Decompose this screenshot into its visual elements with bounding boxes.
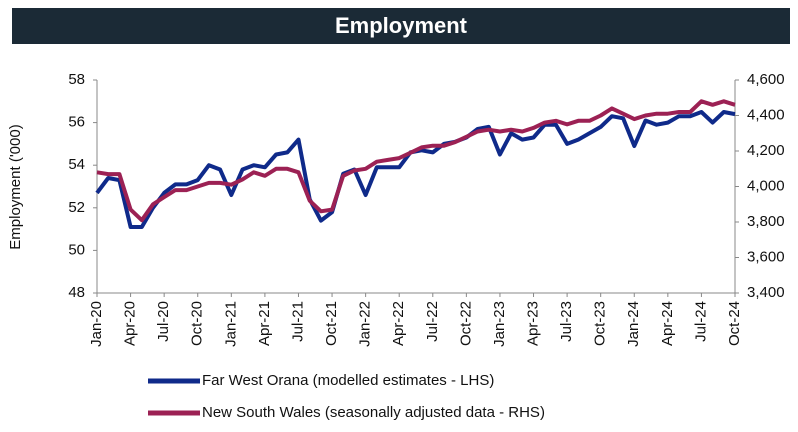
y2-tick-label: 4,400 [747,106,785,123]
y-axis-label: Employment ('000) [7,124,24,249]
x-tick-label: Oct-21 [323,301,340,346]
y-tick-label: 50 [68,241,85,258]
y2-tick-label: 3,400 [747,284,785,301]
y2-tick-label: 4,600 [747,71,785,88]
x-tick-label: Jul-20 [155,301,172,342]
y-tick-label: 48 [68,284,85,301]
series-line [96,99,736,223]
x-tick-label: Apr-22 [390,301,407,346]
x-tick-label: Apr-21 [256,301,273,346]
y-tick-label: 54 [68,156,85,173]
y-tick-label: 56 [68,114,85,131]
legend-label: Far West Orana (modelled estimates - LHS… [202,372,494,389]
y-tick-label: 58 [68,71,85,88]
x-tick-label: Jan-23 [491,301,508,347]
x-tick-label: Jan-21 [222,301,239,347]
x-tick-label: Jan-24 [625,301,642,347]
x-tick-label: Jul-22 [424,301,441,342]
series-line [95,110,736,229]
x-tick-label: Jan-20 [88,301,105,347]
y2-tick-label: 4,000 [747,177,785,194]
y2-tick-label: 3,600 [747,248,785,265]
x-tick-label: Apr-24 [659,301,676,346]
legend-label: New South Wales (seasonally adjusted dat… [202,404,545,421]
title-bar [12,8,790,44]
y2-tick-label: 4,200 [747,142,785,159]
x-tick-label: Oct-20 [189,301,206,346]
y-tick-label: 52 [68,199,85,216]
chart-title: Employment [335,13,468,38]
x-tick-label: Jul-23 [558,301,575,342]
x-tick-label: Jan-22 [357,301,374,347]
x-tick-label: Oct-23 [592,301,609,346]
x-tick-label: Jul-21 [289,301,306,342]
x-tick-label: Oct-24 [726,301,743,346]
y2-tick-label: 3,800 [747,213,785,230]
x-tick-label: Oct-22 [457,301,474,346]
x-tick-label: Apr-20 [122,301,139,346]
x-tick-label: Apr-23 [524,301,541,346]
x-tick-label: Jul-24 [692,301,709,342]
